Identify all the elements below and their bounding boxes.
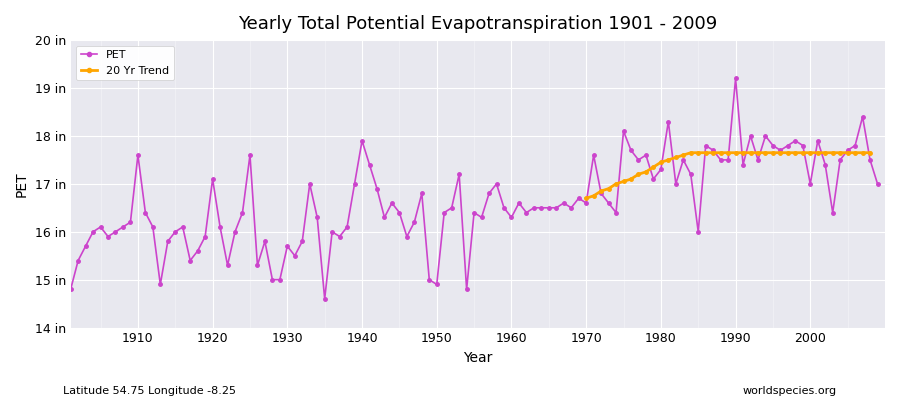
20 Yr Trend [768, 150, 778, 155]
PET [125, 220, 136, 224]
20 Yr Trend [760, 150, 771, 155]
20 Yr Trend [813, 150, 824, 155]
20 Yr Trend [610, 182, 621, 186]
20 Yr Trend [857, 150, 868, 155]
20 Yr Trend [745, 150, 756, 155]
20 Yr Trend [716, 150, 726, 155]
20 Yr Trend [865, 150, 876, 155]
20 Yr Trend [723, 150, 734, 155]
20 Yr Trend [626, 177, 636, 182]
20 Yr Trend [670, 155, 681, 160]
PET [506, 215, 517, 220]
PET [603, 201, 614, 206]
20 Yr Trend [752, 150, 763, 155]
X-axis label: Year: Year [464, 351, 492, 365]
Text: Latitude 54.75 Longitude -8.25: Latitude 54.75 Longitude -8.25 [63, 386, 236, 396]
20 Yr Trend [730, 150, 741, 155]
20 Yr Trend [686, 150, 697, 155]
20 Yr Trend [738, 150, 749, 155]
Line: 20 Yr Trend: 20 Yr Trend [584, 151, 872, 200]
20 Yr Trend [693, 150, 704, 155]
Legend: PET, 20 Yr Trend: PET, 20 Yr Trend [76, 46, 174, 80]
PET [872, 182, 883, 186]
20 Yr Trend [805, 150, 815, 155]
20 Yr Trend [700, 150, 711, 155]
PET [66, 287, 77, 292]
20 Yr Trend [663, 158, 674, 162]
Line: PET: PET [69, 77, 879, 300]
20 Yr Trend [596, 189, 607, 194]
20 Yr Trend [790, 150, 801, 155]
PET [730, 76, 741, 81]
PET [320, 296, 330, 301]
20 Yr Trend [850, 150, 860, 155]
20 Yr Trend [633, 172, 643, 177]
Title: Yearly Total Potential Evapotranspiration 1901 - 2009: Yearly Total Potential Evapotranspiratio… [238, 15, 717, 33]
20 Yr Trend [641, 170, 652, 174]
20 Yr Trend [842, 150, 853, 155]
20 Yr Trend [648, 165, 659, 170]
20 Yr Trend [835, 150, 846, 155]
20 Yr Trend [797, 150, 808, 155]
20 Yr Trend [580, 196, 591, 201]
20 Yr Trend [655, 160, 666, 165]
20 Yr Trend [678, 153, 688, 158]
20 Yr Trend [775, 150, 786, 155]
Text: worldspecies.org: worldspecies.org [742, 386, 837, 396]
PET [342, 224, 353, 229]
20 Yr Trend [707, 150, 718, 155]
PET [290, 253, 301, 258]
20 Yr Trend [827, 150, 838, 155]
20 Yr Trend [820, 150, 831, 155]
PET [514, 201, 525, 206]
Y-axis label: PET: PET [15, 171, 29, 197]
20 Yr Trend [603, 186, 614, 191]
20 Yr Trend [782, 150, 793, 155]
20 Yr Trend [618, 179, 629, 184]
20 Yr Trend [589, 194, 599, 198]
